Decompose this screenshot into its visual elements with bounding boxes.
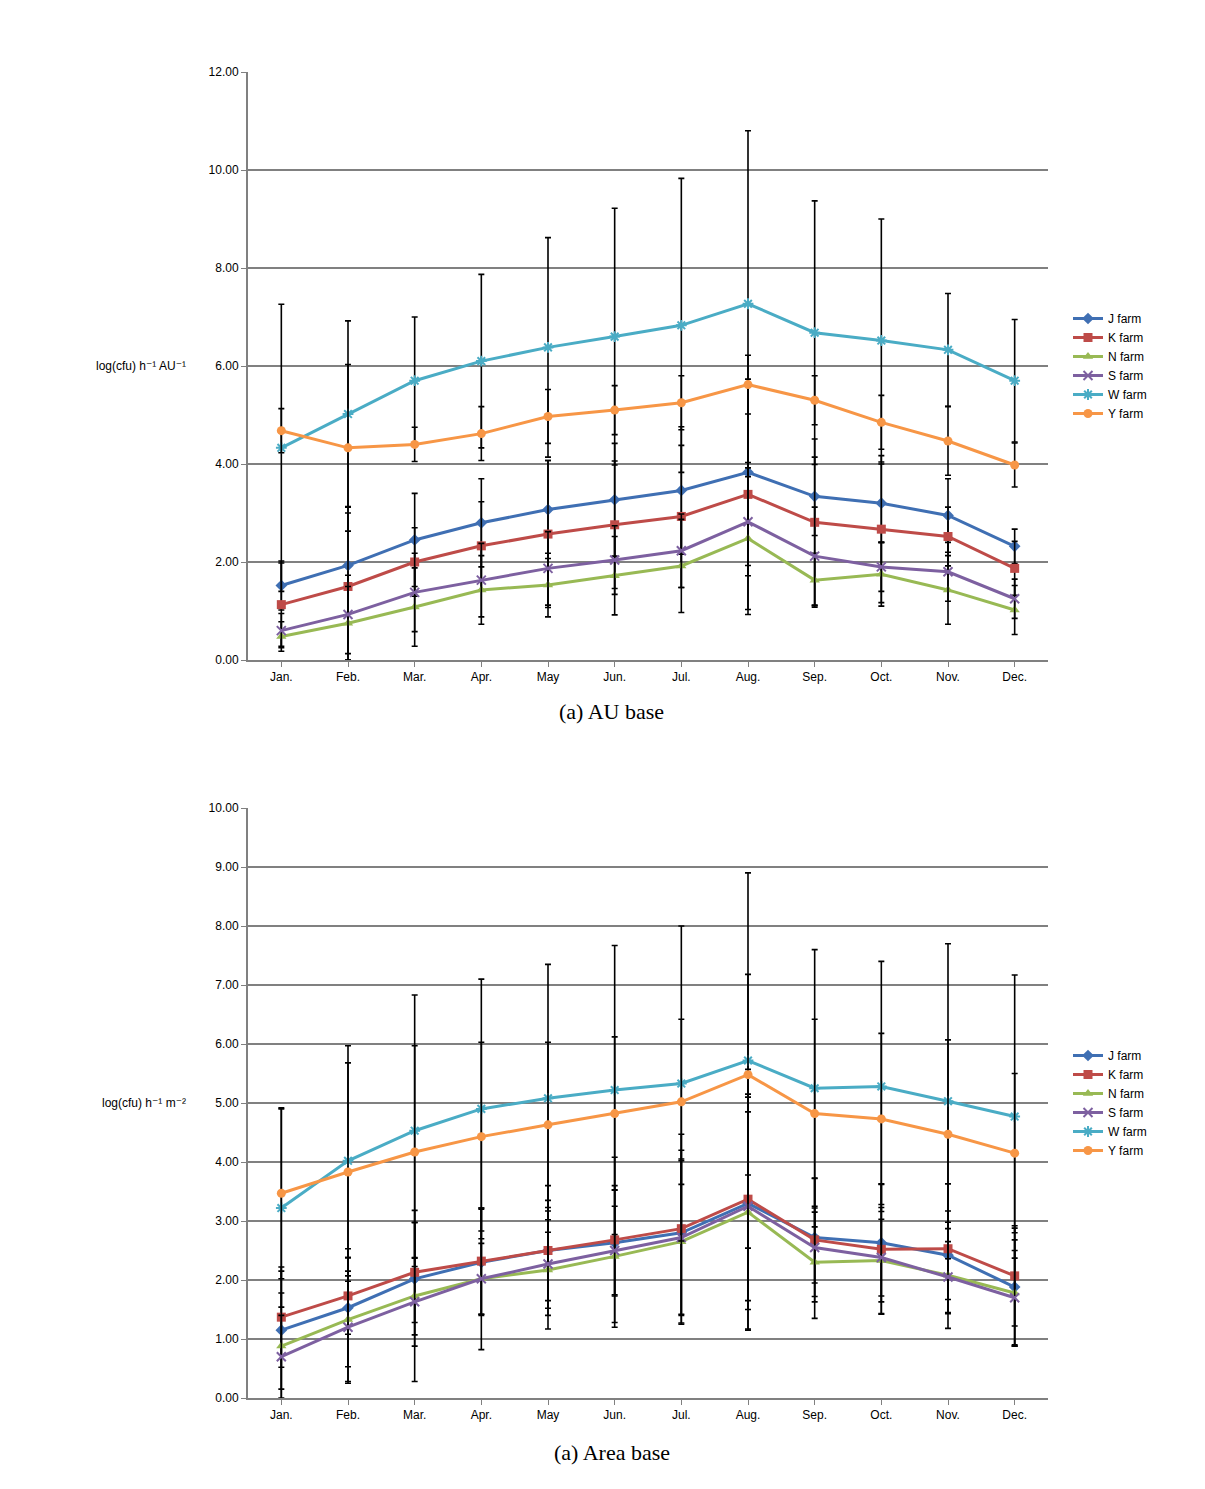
svg-text:Y farm: Y farm bbox=[1108, 407, 1143, 421]
svg-text:(a) AU base: (a) AU base bbox=[559, 699, 664, 724]
svg-text:8.00: 8.00 bbox=[215, 919, 239, 933]
svg-text:2.00: 2.00 bbox=[215, 1273, 239, 1287]
svg-text:Feb.: Feb. bbox=[336, 670, 360, 684]
svg-text:May: May bbox=[537, 670, 560, 684]
svg-text:J farm: J farm bbox=[1108, 1049, 1141, 1063]
svg-text:Oct.: Oct. bbox=[870, 670, 892, 684]
svg-text:4.00: 4.00 bbox=[215, 457, 239, 471]
svg-text:6.00: 6.00 bbox=[215, 359, 239, 373]
svg-text:Oct.: Oct. bbox=[870, 1408, 892, 1422]
svg-text:Mar.: Mar. bbox=[403, 1408, 426, 1422]
svg-text:Apr.: Apr. bbox=[471, 1408, 492, 1422]
svg-text:10.00: 10.00 bbox=[209, 801, 239, 815]
svg-text:12.00: 12.00 bbox=[209, 65, 239, 79]
svg-text:Jun.: Jun. bbox=[603, 1408, 626, 1422]
svg-text:Nov.: Nov. bbox=[936, 1408, 960, 1422]
svg-text:Aug.: Aug. bbox=[736, 1408, 761, 1422]
svg-text:6.00: 6.00 bbox=[215, 1037, 239, 1051]
svg-text:Sep.: Sep. bbox=[802, 1408, 827, 1422]
svg-text:log(cfu) h⁻¹ AU⁻¹: log(cfu) h⁻¹ AU⁻¹ bbox=[96, 359, 186, 373]
svg-text:K farm: K farm bbox=[1108, 1068, 1143, 1082]
svg-text:Sep.: Sep. bbox=[802, 670, 827, 684]
svg-text:Dec.: Dec. bbox=[1002, 1408, 1027, 1422]
svg-text:2.00: 2.00 bbox=[215, 555, 239, 569]
svg-text:Jun.: Jun. bbox=[603, 670, 626, 684]
svg-text:May: May bbox=[537, 1408, 560, 1422]
svg-text:10.00: 10.00 bbox=[209, 163, 239, 177]
svg-text:K farm: K farm bbox=[1108, 331, 1143, 345]
svg-text:Dec.: Dec. bbox=[1002, 670, 1027, 684]
svg-text:S farm: S farm bbox=[1108, 1106, 1143, 1120]
svg-text:N farm: N farm bbox=[1108, 1087, 1144, 1101]
svg-text:1.00: 1.00 bbox=[215, 1332, 239, 1346]
svg-text:9.00: 9.00 bbox=[215, 860, 239, 874]
svg-text:Nov.: Nov. bbox=[936, 670, 960, 684]
svg-text:J farm: J farm bbox=[1108, 312, 1141, 326]
svg-text:0.00: 0.00 bbox=[215, 653, 239, 667]
svg-text:Jan.: Jan. bbox=[270, 670, 293, 684]
svg-text:Aug.: Aug. bbox=[736, 670, 761, 684]
svg-text:(a) Area base: (a) Area base bbox=[554, 1440, 670, 1465]
svg-text:5.00: 5.00 bbox=[215, 1096, 239, 1110]
svg-text:Apr.: Apr. bbox=[471, 670, 492, 684]
svg-text:Y farm: Y farm bbox=[1108, 1144, 1143, 1158]
svg-text:S farm: S farm bbox=[1108, 369, 1143, 383]
svg-text:Feb.: Feb. bbox=[336, 1408, 360, 1422]
svg-text:Jul.: Jul. bbox=[672, 670, 691, 684]
svg-text:Jul.: Jul. bbox=[672, 1408, 691, 1422]
svg-text:log(cfu) h⁻¹ m⁻²: log(cfu) h⁻¹ m⁻² bbox=[102, 1096, 186, 1110]
svg-text:N farm: N farm bbox=[1108, 350, 1144, 364]
svg-text:0.00: 0.00 bbox=[215, 1391, 239, 1405]
svg-text:4.00: 4.00 bbox=[215, 1155, 239, 1169]
svg-text:W farm: W farm bbox=[1108, 388, 1147, 402]
svg-text:7.00: 7.00 bbox=[215, 978, 239, 992]
svg-text:Jan.: Jan. bbox=[270, 1408, 293, 1422]
svg-text:3.00: 3.00 bbox=[215, 1214, 239, 1228]
svg-text:Mar.: Mar. bbox=[403, 670, 426, 684]
svg-text:8.00: 8.00 bbox=[215, 261, 239, 275]
svg-text:W farm: W farm bbox=[1108, 1125, 1147, 1139]
